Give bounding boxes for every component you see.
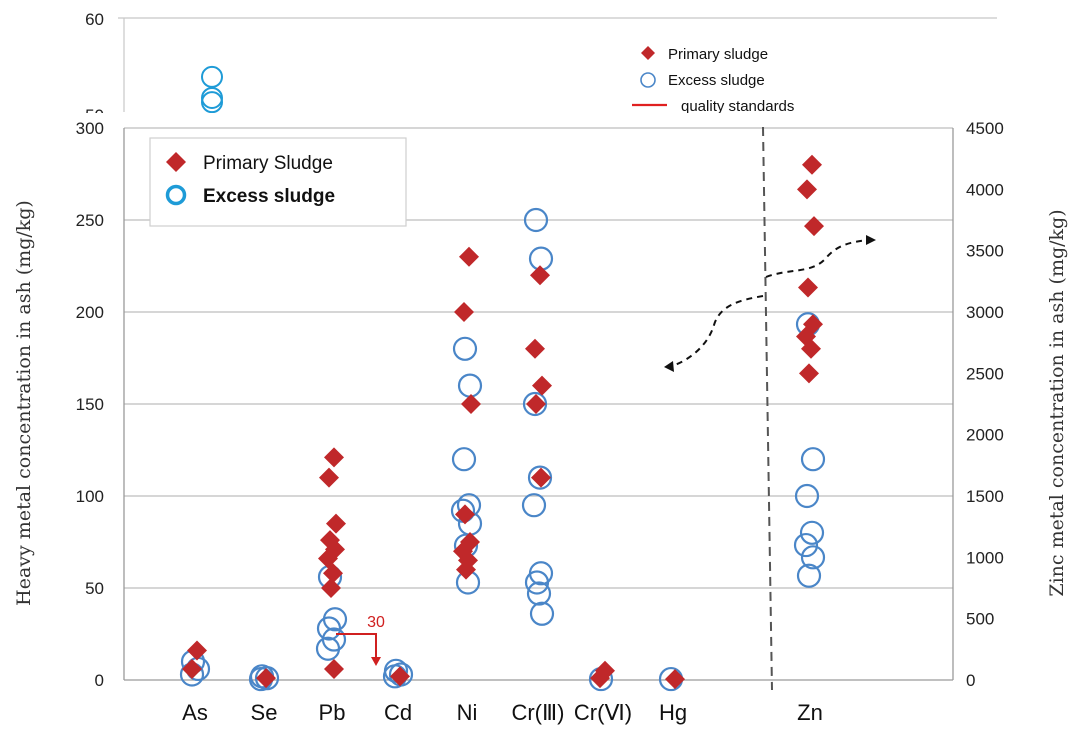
xtick-as: As: [182, 700, 208, 725]
xtick-cr: Cr(Ⅲ): [511, 700, 564, 725]
ytick-right-500: 500: [966, 610, 994, 629]
primary-point-zn-7: [799, 363, 819, 384]
overlay-figure: 60 50 Primary sludge Excess sludge quali…: [85, 10, 997, 125]
primary-point-zn-6: [801, 338, 821, 359]
overlay-legend-excess-label: Excess sludge: [668, 72, 765, 89]
excess-point-zn-2: [794, 483, 820, 509]
overlay-ytick-60: 60: [85, 10, 104, 29]
legend-primary-marker: [166, 152, 186, 172]
pb-standard-arrowhead: [371, 657, 381, 666]
ytick-right-3000: 3000: [966, 303, 1004, 322]
ytick-left-0: 0: [95, 671, 104, 690]
primary-point-cr-3: [526, 394, 546, 414]
primary-point-zn-2: [804, 216, 824, 237]
primary-point-ni-1: [454, 302, 474, 322]
primary-point-cd-0: [390, 666, 410, 687]
xtick-cr: Cr(Ⅵ): [574, 700, 632, 725]
primary-point-ni-2: [461, 394, 481, 414]
legend: Primary Sludge Excess sludge: [149, 137, 407, 227]
excess-point-cr-7: [526, 581, 552, 606]
primary-point-as-1: [182, 658, 202, 679]
primary-point-pb-2: [326, 513, 346, 534]
primary-point-se-0: [256, 668, 276, 689]
data-marks: [179, 154, 826, 692]
ytick-left-100: 100: [76, 487, 104, 506]
xtick-cd: Cd: [384, 700, 412, 725]
ytick-right-4000: 4000: [966, 180, 1004, 199]
pb-standard-annotation: 30: [336, 614, 385, 666]
excess-point-cr-0: [523, 207, 549, 233]
ytick-left-200: 200: [76, 303, 104, 322]
primary-point-zn-1: [797, 179, 817, 200]
excess-point-zn-1: [800, 447, 826, 472]
legend-excess-label: Excess sludge: [203, 186, 335, 207]
excess-point-pb-2: [316, 616, 342, 641]
primary-point-cr-0: [530, 265, 550, 286]
primary-point-zn-0: [802, 154, 822, 175]
overlay-excess-points: [201, 65, 223, 114]
primary-point-ni-0: [459, 246, 479, 267]
primary-point-pb-8: [324, 658, 344, 679]
ytick-left-50: 50: [85, 579, 104, 598]
ytick-right-2000: 2000: [966, 426, 1004, 445]
y-axis-title: Heavy metal concentration in ash (mg/kg): [13, 200, 35, 606]
ytick-left-150: 150: [76, 395, 104, 414]
excess-point-zn-4: [793, 532, 819, 558]
y2-axis-title: Zinc metal concentration in ash (mg/kg): [1046, 209, 1068, 596]
xtick-zn: Zn: [797, 700, 823, 725]
ytick-right-1000: 1000: [966, 548, 1004, 567]
excess-point-zn-6: [796, 563, 822, 588]
excess-point-ni-0: [452, 336, 478, 361]
xtick-hg: Hg: [659, 700, 687, 725]
overlay-legend-primary-marker: [641, 46, 655, 60]
excess-point-cr-6: [524, 570, 550, 595]
overlay-legend-excess-marker: [640, 72, 656, 88]
primary-point-pb-6: [323, 563, 343, 584]
excess-point-pb-4: [315, 636, 341, 661]
ytick-right-3500: 3500: [966, 242, 1004, 261]
ytick-left-250: 250: [76, 211, 104, 230]
xtick-se: Se: [251, 700, 278, 725]
primary-point-as-0: [187, 640, 207, 661]
overlay-excess-point-1: [201, 86, 223, 109]
primary-point-pb-1: [319, 467, 339, 488]
excess-point-cr-4: [521, 493, 547, 518]
primary-point-pb-0: [324, 447, 344, 468]
overlay-excess-point-2: [201, 91, 223, 114]
ytick-right-2500: 2500: [966, 364, 1004, 383]
overlay-excess-point-0: [201, 65, 223, 88]
ytick-right-0: 0: [966, 671, 975, 690]
excess-point-zn-5: [800, 545, 826, 570]
primary-point-zn-3: [798, 277, 818, 298]
primary-point-hg-0: [665, 669, 685, 690]
xtick-ni: Ni: [457, 700, 478, 725]
excess-point-ni-2: [451, 447, 477, 472]
primary-point-ni-7: [456, 559, 476, 580]
ytick-left-300: 300: [76, 119, 104, 138]
arrow-right-head: [866, 235, 876, 245]
overlay-legend-primary-label: Primary sludge: [668, 46, 768, 63]
primary-point-cr-4: [531, 467, 551, 488]
ytick-right-1500: 1500: [966, 487, 1004, 506]
zn-separator-line: [762, 126, 773, 691]
legend-primary-label: Primary Sludge: [203, 153, 333, 174]
overlay-legend-standard-label: quality standards: [681, 98, 794, 115]
primary-point-cr-1: [525, 338, 545, 359]
primary-point-cr-1: [590, 668, 610, 689]
primary-point-ni-3: [455, 504, 475, 525]
primary-point-cr-2: [532, 375, 552, 396]
excess-point-cr-8: [529, 601, 555, 626]
primary-point-pb-7: [321, 578, 341, 598]
excess-point-zn-3: [799, 520, 825, 545]
ytick-right-4500: 4500: [966, 119, 1004, 138]
axes: 0501001502002503000500100015002000250030…: [76, 119, 1004, 725]
pb-standard-line: [336, 633, 377, 660]
arrow-left-head: [664, 361, 674, 372]
arrow-to-left-axis: [671, 295, 764, 367]
legend-excess-marker: [165, 184, 187, 206]
legend-box: [149, 137, 407, 227]
xtick-pb: Pb: [319, 700, 346, 725]
pb-standard-label: 30: [367, 614, 385, 631]
